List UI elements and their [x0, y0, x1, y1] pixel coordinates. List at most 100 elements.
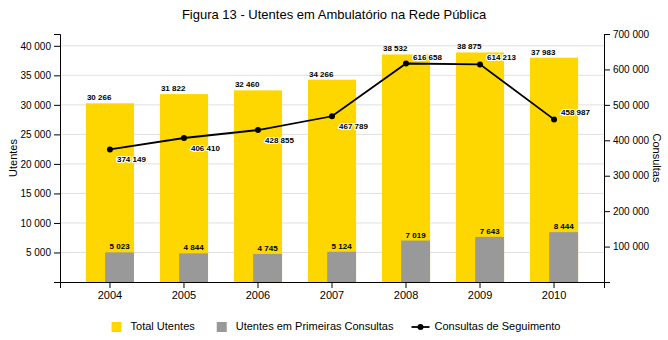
bar — [86, 103, 134, 282]
marker — [107, 146, 113, 152]
bar — [549, 232, 578, 282]
legend-label: Consultas de Seguimento — [434, 320, 560, 332]
data-label: 7 643 — [480, 227, 501, 236]
bar — [456, 52, 504, 282]
legend-item: Total Utentes — [112, 320, 196, 332]
tick-label: 2010 — [542, 289, 566, 301]
bar — [401, 241, 430, 282]
tick: 2004 — [98, 282, 122, 301]
tick: 300 000 — [604, 170, 650, 181]
tick-label: 2007 — [320, 289, 344, 301]
line — [110, 64, 554, 150]
legend-swatch — [417, 324, 423, 330]
y-axis-title: Utentes — [7, 139, 19, 177]
tick: 30 000 — [20, 100, 60, 111]
marker — [329, 113, 335, 119]
tick: 2007 — [320, 282, 344, 301]
data-label: 38 532 — [383, 44, 408, 53]
tick-mark — [54, 193, 60, 194]
tick-mark — [54, 46, 60, 47]
tick-mark — [604, 69, 610, 70]
tick: 600 000 — [604, 64, 650, 75]
axis-line — [61, 283, 605, 289]
tick-mark — [332, 282, 333, 288]
data-label: 30 266 — [87, 93, 112, 102]
tick-label: 100 000 — [613, 241, 650, 252]
marker — [255, 127, 261, 133]
bar — [253, 254, 282, 282]
tick-mark — [604, 176, 610, 177]
bar — [382, 54, 430, 282]
tick-label: 2004 — [98, 289, 122, 301]
tick-label: 2009 — [468, 289, 492, 301]
bar — [234, 90, 282, 282]
tick-label: 20 000 — [20, 159, 51, 170]
chart: 20042005200620072008200920105 00010 0001… — [0, 0, 668, 340]
tick: 40 000 — [20, 41, 60, 52]
data-label: 5 124 — [332, 242, 353, 251]
tick-mark — [604, 211, 610, 212]
tick-mark — [54, 223, 60, 224]
tick-label: 200 000 — [613, 206, 650, 217]
data-label: 4 844 — [184, 243, 205, 252]
y2-axis: 100 000 200 000 300 000 400 000 500 000 600 0… — [604, 29, 650, 283]
tick-label: 2006 — [246, 289, 270, 301]
axis-line — [605, 35, 611, 283]
data-labels: 30 26631 82232 46034 26638 53238 87537 9… — [87, 42, 591, 253]
tick-mark — [604, 247, 610, 248]
tick-mark — [604, 140, 610, 141]
tick: 10 000 — [20, 218, 60, 229]
data-label: 4 745 — [258, 244, 279, 253]
bar — [179, 253, 208, 282]
marker — [551, 116, 557, 122]
tick: 700 000 — [604, 29, 650, 40]
data-label: 31 822 — [161, 84, 186, 93]
tick-mark — [54, 164, 60, 165]
y2-axis-title: Consultas — [651, 134, 663, 183]
data-label: 7 019 — [406, 231, 427, 240]
bar — [327, 252, 356, 282]
tick: 2009 — [468, 282, 492, 301]
tick-label: 500 000 — [613, 100, 650, 111]
data-label: 37 983 — [531, 48, 556, 57]
bar — [105, 252, 134, 282]
data-label: 374 149 — [117, 155, 146, 164]
tick-label: 35 000 — [20, 70, 51, 81]
tick-mark — [109, 282, 110, 288]
data-label: 458 987 — [561, 108, 590, 117]
tick: 2006 — [246, 282, 270, 301]
tick-label: 25 000 — [20, 129, 51, 140]
tick-label: 2008 — [394, 289, 418, 301]
tick: 35 000 — [20, 70, 60, 81]
tick-label: 30 000 — [20, 100, 51, 111]
data-label: 616 658 — [413, 53, 442, 62]
legend-item: Consultas de Seguimento — [411, 320, 560, 332]
tick-mark — [183, 282, 184, 288]
tick: 200 000 — [604, 206, 650, 217]
legend: Total Utentes Utentes em Primeiras Consul… — [112, 320, 561, 332]
tick: 15 000 — [20, 188, 60, 199]
tick: 400 000 — [604, 135, 650, 146]
axis-line — [54, 35, 61, 283]
plot: 20042005200620072008200920105 00010 0001… — [20, 29, 649, 301]
data-label: 467 789 — [339, 122, 368, 131]
data-label: 38 875 — [457, 42, 482, 51]
legend-item: Utentes em Primeiras Consultas — [217, 320, 394, 332]
grid-line — [60, 45, 604, 46]
tick-label: 600 000 — [613, 64, 650, 75]
data-label: 32 460 — [235, 80, 260, 89]
bar — [530, 58, 578, 282]
data-label: 428 855 — [265, 136, 294, 145]
tick-label: 2005 — [172, 289, 196, 301]
legend-swatch — [217, 322, 227, 332]
tick: 500 000 — [604, 100, 650, 111]
data-label: 8 444 — [554, 222, 575, 231]
tick-mark — [257, 282, 258, 288]
legend-swatch — [112, 322, 122, 332]
tick-label: 700 000 — [613, 29, 650, 40]
tick: 100 000 — [604, 241, 650, 252]
legend-label: Total Utentes — [131, 320, 196, 332]
tick: 25 000 — [20, 129, 60, 140]
bar — [308, 80, 356, 282]
marks — [86, 52, 578, 282]
